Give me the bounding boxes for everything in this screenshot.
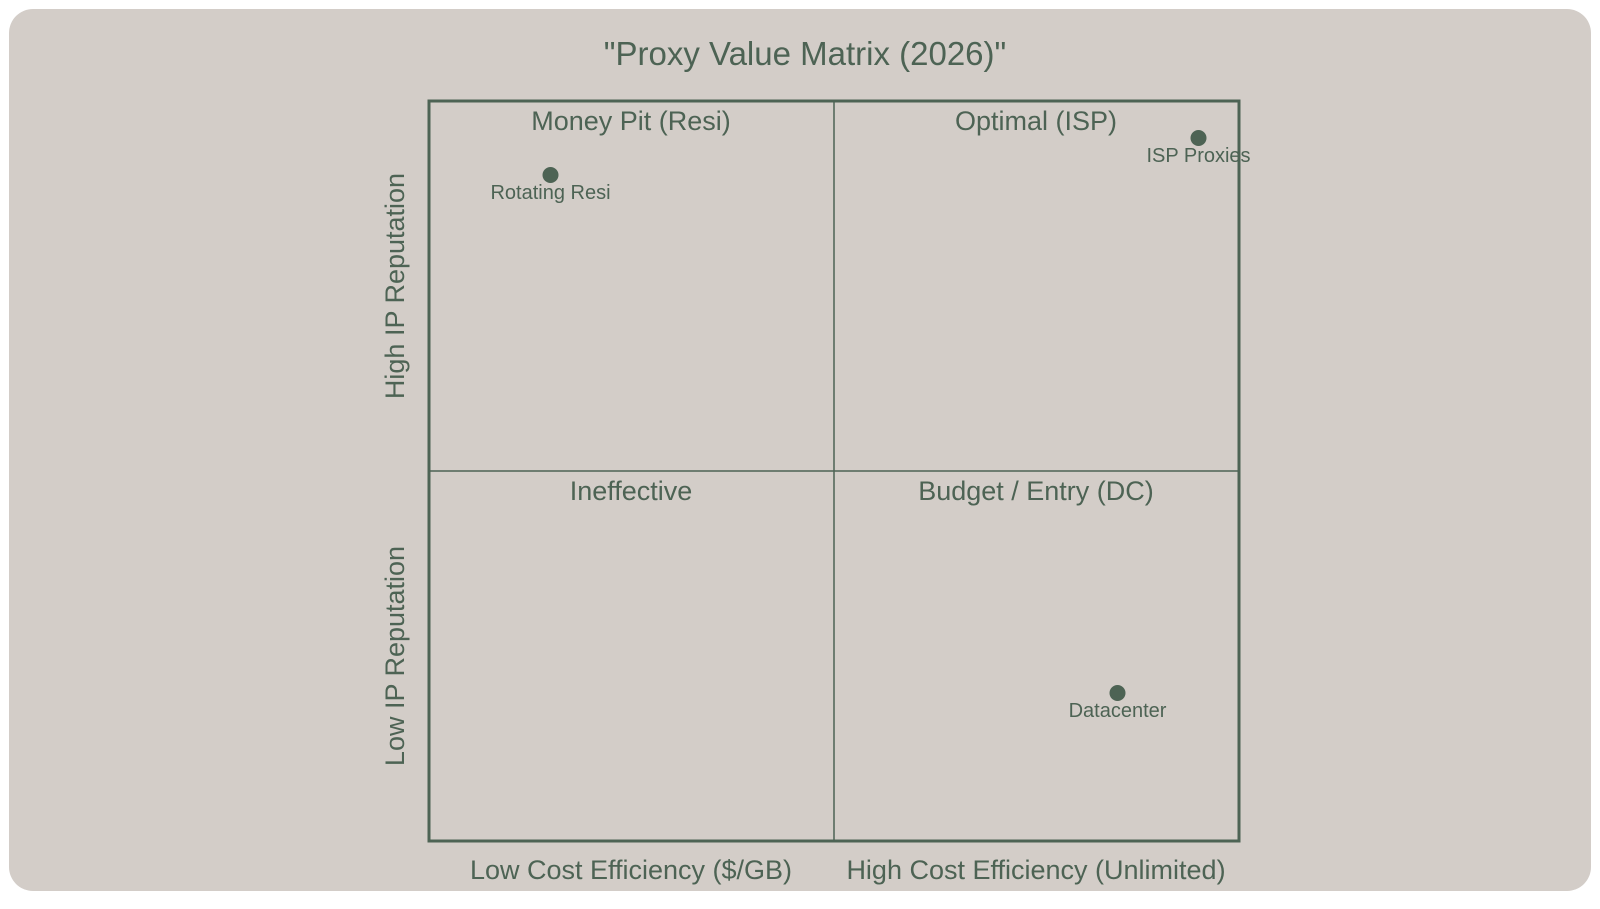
data-point-label: Rotating Resi [490,182,610,204]
x-axis-label-low: Low Cost Efficiency ($/GB) [470,855,792,885]
quadrant-label-bottom-right: Budget / Entry (DC) [918,476,1154,506]
data-point-marker [1190,130,1207,146]
quadrant-chart: "Proxy Value Matrix (2026)" Money Pit (R… [380,35,1250,885]
data-point-marker [542,167,559,183]
y-axis-label-low: Low IP Reputation [380,546,410,766]
quadrant-label-bottom-left: Ineffective [570,476,693,506]
x-axis-label-high: High Cost Efficiency (Unlimited) [846,855,1225,885]
chart-card: "Proxy Value Matrix (2026)" Money Pit (R… [9,9,1591,891]
data-point-label: Datacenter [1069,700,1167,722]
data-points: Rotating Resi ISP Proxies Datacenter [490,130,1250,722]
data-point-label: ISP Proxies [1146,145,1250,167]
data-point-marker [1109,685,1126,701]
chart-title: "Proxy Value Matrix (2026)" [604,35,1006,72]
y-axis-label-high: High IP Reputation [380,173,410,399]
quadrant-label-top-right: Optimal (ISP) [955,106,1117,136]
quadrant-label-top-left: Money Pit (Resi) [531,106,731,136]
